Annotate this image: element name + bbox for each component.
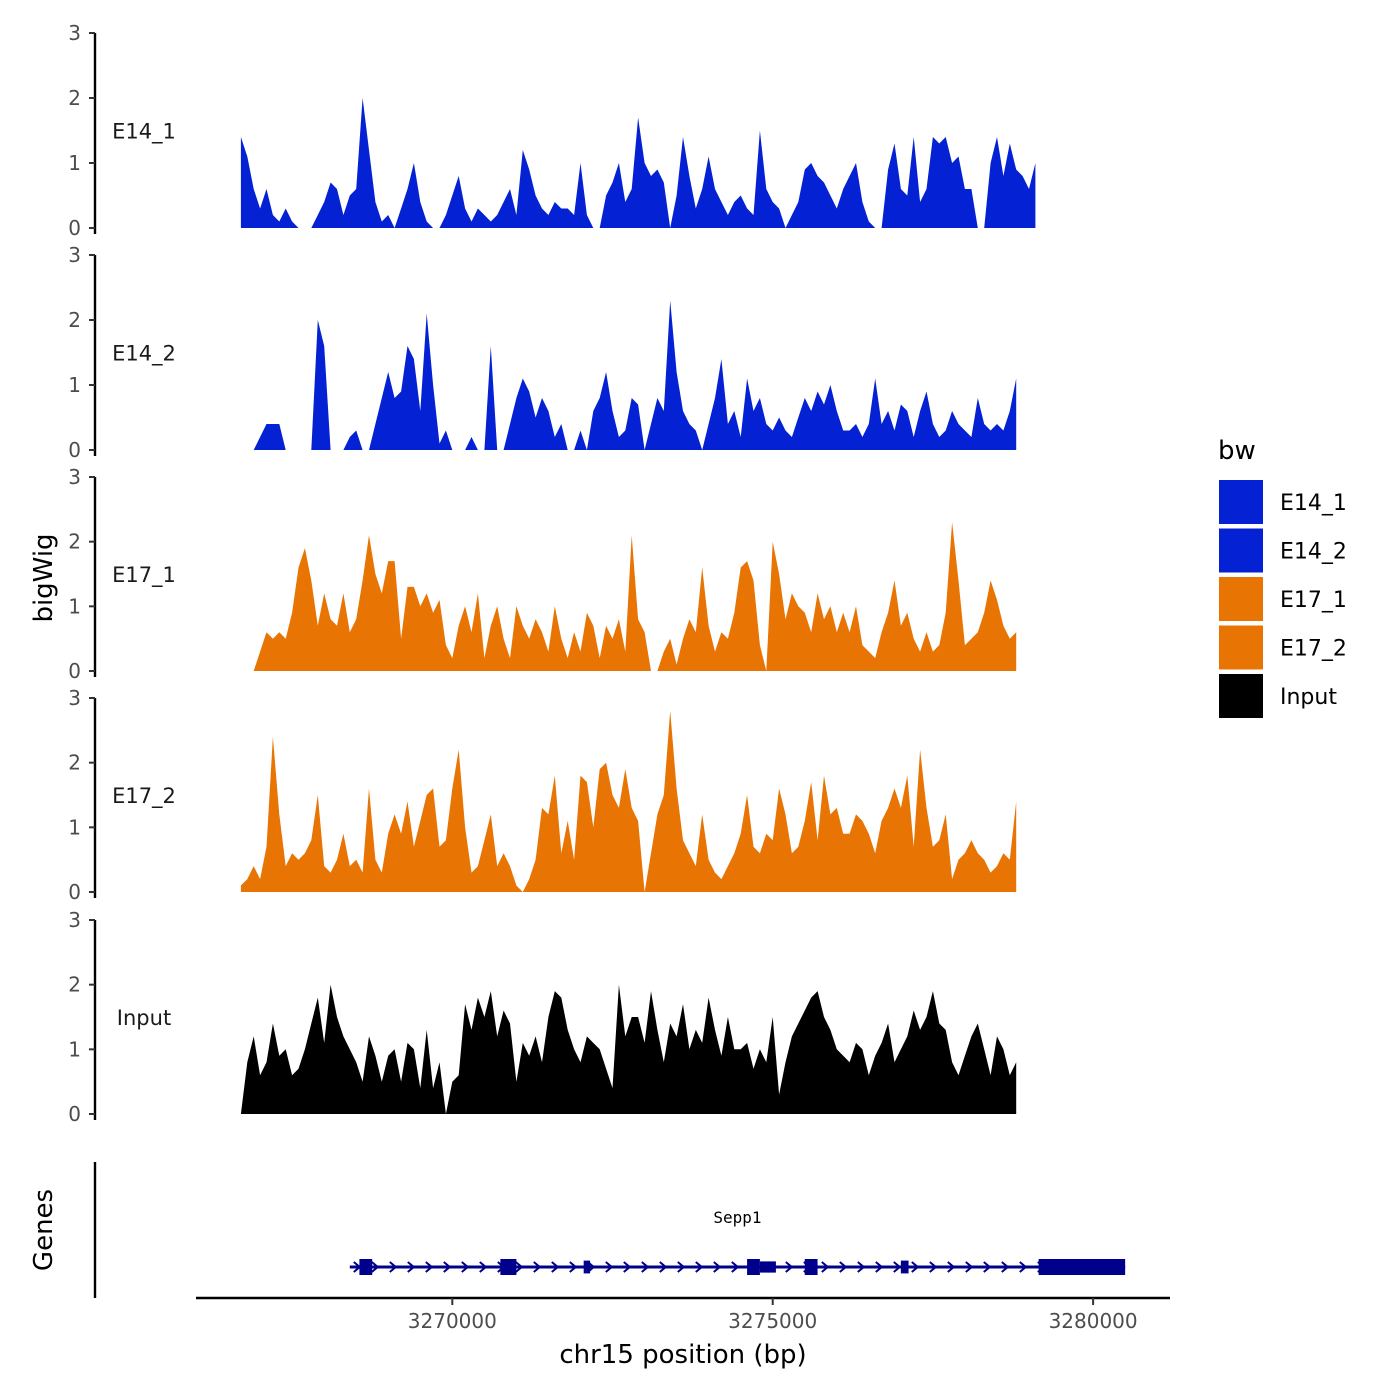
gene-exon xyxy=(900,1260,909,1274)
strand-arrow xyxy=(821,1261,830,1273)
y-tick-label: 3 xyxy=(68,686,81,710)
y-tick-label: 0 xyxy=(68,880,81,904)
y-tick-label: 1 xyxy=(68,373,81,397)
gene-exon xyxy=(359,1259,373,1275)
strand-arrow xyxy=(533,1261,542,1273)
track-label: E17_2 xyxy=(112,784,176,809)
strand-arrow xyxy=(965,1261,974,1273)
y-tick-label: 2 xyxy=(68,751,81,775)
y-tick-label: 1 xyxy=(68,151,81,175)
legend-label-e17-2: E17_2 xyxy=(1280,637,1347,662)
y-tick-label: 0 xyxy=(68,1102,81,1126)
signal-area-e14-1 xyxy=(240,98,1036,228)
legend-title: bw xyxy=(1218,436,1256,466)
x-tick-label: 3280000 xyxy=(1049,1309,1138,1333)
x-axis-title: chr15 position (bp) xyxy=(559,1340,806,1370)
signal-tracks: 0 1 2 3 E14_1 0 1 2 3 E14_2 0 1 2 3 E17_1 0 1 2 3 E17_2 0 1 2 3… xyxy=(68,21,1036,1126)
y-tick-label: 3 xyxy=(68,908,81,932)
gene-exon xyxy=(1038,1259,1126,1275)
strand-arrow xyxy=(839,1261,848,1273)
y-tick-label: 0 xyxy=(68,216,81,240)
strand-arrow xyxy=(605,1261,614,1273)
gene-name-label: Sepp1 xyxy=(713,1208,761,1227)
y-tick-label: 0 xyxy=(68,438,81,462)
signal-area-e14-2 xyxy=(240,300,1017,450)
track-e14-1: 0 1 2 3 E14_1 xyxy=(68,21,1036,240)
signal-area-e17-2 xyxy=(240,710,1017,892)
y-axis-title: bigWig xyxy=(29,533,59,622)
strand-arrow xyxy=(713,1261,722,1273)
legend-label-e17-1: E17_1 xyxy=(1280,588,1347,613)
strand-arrow xyxy=(875,1261,884,1273)
y-tick-label: 2 xyxy=(68,86,81,110)
y-tick-label: 3 xyxy=(68,243,81,267)
strand-arrow xyxy=(551,1261,560,1273)
legend-swatch-e14-1 xyxy=(1219,480,1263,524)
strand-arrow xyxy=(371,1261,380,1273)
strand-arrow xyxy=(461,1261,470,1273)
gene-exon xyxy=(747,1259,760,1275)
strand-arrow xyxy=(659,1261,668,1273)
y-tick-label: 3 xyxy=(68,465,81,489)
strand-arrow xyxy=(641,1261,650,1273)
strand-arrow xyxy=(893,1261,902,1273)
signal-area-e17-1 xyxy=(240,522,1017,671)
strand-arrow xyxy=(1019,1261,1028,1273)
strand-arrow xyxy=(911,1261,920,1273)
y-tick-label: 2 xyxy=(68,308,81,332)
track-label: E17_1 xyxy=(112,563,176,588)
y-tick-label: 0 xyxy=(68,659,81,683)
track-label: E14_2 xyxy=(112,342,176,367)
strand-arrow xyxy=(443,1261,452,1273)
legend-label-e14-2: E14_2 xyxy=(1280,540,1347,565)
strand-arrow xyxy=(677,1261,686,1273)
track-e17-2: 0 1 2 3 E17_2 xyxy=(68,686,1017,904)
strand-arrow xyxy=(947,1261,956,1273)
gene-track: Sepp1 xyxy=(93,1162,1126,1298)
strand-arrow xyxy=(785,1261,794,1273)
gene-exon xyxy=(500,1259,517,1275)
legend-label-e14-1: E14_1 xyxy=(1280,491,1347,516)
strand-arrow xyxy=(425,1261,434,1273)
strand-arrow xyxy=(569,1261,578,1273)
y-tick-label: 2 xyxy=(68,973,81,997)
strand-arrow xyxy=(479,1261,488,1273)
strand-arrow xyxy=(407,1261,416,1273)
legend-label-input: Input xyxy=(1280,685,1337,710)
gene-exon xyxy=(759,1261,776,1273)
x-axis: 3270000 3275000 3280000 xyxy=(196,1296,1170,1333)
legend-swatch-e17-2 xyxy=(1219,625,1263,670)
strand-arrow xyxy=(623,1261,632,1273)
x-tick-label: 3275000 xyxy=(728,1309,817,1333)
strand-arrow xyxy=(857,1261,866,1273)
strand-arrow xyxy=(983,1261,992,1273)
strand-arrow xyxy=(929,1261,938,1273)
strand-arrow xyxy=(695,1261,704,1273)
track-input: 0 1 2 3 Input xyxy=(68,908,1017,1126)
y-tick-label: 1 xyxy=(68,594,81,618)
y-tick-label: 2 xyxy=(68,530,81,554)
legend-swatch-input xyxy=(1219,674,1263,718)
strand-arrow xyxy=(515,1261,524,1273)
track-e17-1: 0 1 2 3 E17_1 xyxy=(68,465,1017,683)
legend-swatch-e17-1 xyxy=(1219,577,1263,621)
y-tick-label: 3 xyxy=(68,21,81,45)
y-tick-label: 1 xyxy=(68,815,81,839)
strand-arrow xyxy=(731,1261,740,1273)
track-label: E14_1 xyxy=(112,120,176,145)
strand-arrow xyxy=(389,1261,398,1273)
track-e14-2: 0 1 2 3 E14_2 xyxy=(68,243,1017,462)
genes-axis-title: Genes xyxy=(29,1189,59,1271)
x-tick-label: 3270000 xyxy=(408,1309,497,1333)
track-label: Input xyxy=(117,1006,171,1030)
strand-arrow xyxy=(1001,1261,1010,1273)
legend: bw E14_1 E14_2 E17_1 E17_2 Input xyxy=(1218,436,1347,718)
gene-exon xyxy=(804,1259,818,1275)
gene-exon xyxy=(583,1260,591,1274)
signal-area-input xyxy=(240,984,1017,1114)
legend-swatch-e14-2 xyxy=(1219,528,1263,573)
y-tick-label: 1 xyxy=(68,1037,81,1061)
